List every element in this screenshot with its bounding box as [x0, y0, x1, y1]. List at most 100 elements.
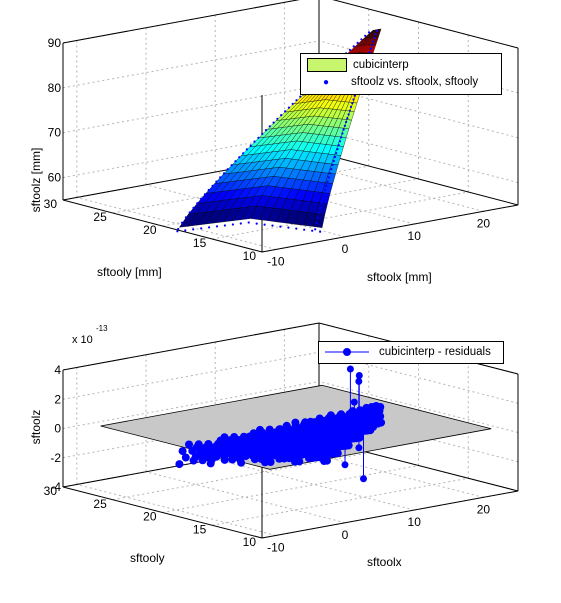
residuals-z-tick-label: -2	[50, 451, 61, 465]
data-point	[347, 113, 350, 116]
surface-back-grid-z	[62, 40, 320, 89]
residual-marker	[360, 475, 367, 483]
data-point	[352, 45, 355, 48]
surface-y-axis-label: sftooly [mm]	[97, 265, 162, 279]
surface-z-tick-label: 90	[48, 36, 62, 50]
legend-entry-residuals: cubicinterp - residuals	[319, 343, 491, 361]
surface-back-grid-z	[62, 0, 300, 44]
data-point	[346, 117, 349, 120]
data-point	[353, 94, 356, 97]
residual-marker	[227, 445, 235, 454]
data-point	[320, 202, 323, 205]
data-point	[329, 172, 332, 175]
data-point	[223, 224, 226, 227]
residual-marker	[281, 438, 290, 447]
legend-label-surface: cubicinterp	[353, 59, 409, 71]
residual-stem-icon	[325, 348, 369, 356]
data-point	[284, 110, 287, 113]
residuals-floor-grid-y	[212, 477, 469, 526]
data-point	[238, 156, 241, 159]
data-point	[299, 95, 302, 98]
data-point	[268, 125, 271, 128]
surface-y-tick-label: 25	[93, 210, 107, 224]
data-point	[360, 38, 363, 41]
residual-marker	[355, 372, 363, 379]
residual-marker	[204, 440, 213, 448]
surface-z-tick-label: 60	[48, 171, 62, 185]
data-point	[200, 227, 203, 230]
residual-marker	[249, 432, 258, 441]
surface-back-grid-z	[62, 85, 320, 134]
data-point	[356, 41, 359, 45]
data-point	[319, 206, 322, 210]
data-point	[192, 206, 195, 209]
data-point	[303, 228, 306, 231]
residual-marker	[175, 460, 184, 469]
residual-marker	[323, 456, 331, 465]
data-point	[311, 229, 314, 232]
surface-z-tick-label: 80	[48, 81, 62, 95]
residual-marker	[239, 432, 248, 441]
surface-x-tick-label: 0	[342, 242, 349, 256]
residuals-y-tick-label: 25	[93, 497, 107, 511]
residual-marker	[341, 461, 349, 469]
data-point	[264, 129, 268, 132]
residuals-box-edge	[261, 490, 519, 539]
data-point	[239, 222, 242, 225]
residual-marker	[294, 424, 303, 433]
residual-marker	[285, 425, 293, 434]
surface-x-tick-label: 10	[408, 229, 422, 243]
data-point	[315, 221, 318, 225]
point-marker-icon: ●	[322, 76, 330, 88]
residual-marker	[346, 365, 354, 373]
residual-marker	[185, 440, 193, 449]
residuals-y-tick-label: 20	[143, 510, 157, 524]
data-point	[331, 163, 334, 167]
surface-x-tick-label: -10	[267, 254, 285, 268]
data-point	[316, 216, 319, 219]
data-point	[324, 189, 327, 192]
legend-label-residuals: cubicinterp - residuals	[379, 346, 491, 358]
residuals-y-tick-label: 30	[44, 484, 58, 498]
surface-swatch-icon	[307, 58, 347, 72]
data-point	[222, 172, 226, 175]
residuals-z-tick-label: -4	[50, 480, 61, 494]
data-point	[368, 51, 371, 54]
surface-z-axis-label: sftoolz [mm]	[29, 148, 43, 213]
data-point	[255, 222, 258, 225]
residuals-x-tick-label: 20	[477, 502, 491, 516]
data-point	[341, 132, 344, 135]
data-point	[271, 224, 274, 227]
data-point	[184, 216, 187, 219]
residual-marker	[217, 446, 226, 455]
data-point	[188, 211, 191, 214]
data-point	[247, 221, 250, 224]
data-point	[207, 188, 210, 192]
surface-floor-grid-x	[145, 184, 346, 238]
residual-marker	[259, 432, 268, 441]
exponent-label: x 10	[72, 334, 93, 346]
residuals-y-tick-label: 15	[193, 522, 207, 536]
residual-marker	[181, 453, 190, 462]
data-point	[219, 176, 222, 179]
data-point	[367, 31, 371, 34]
data-point	[325, 184, 328, 187]
residuals-side-grid-z	[318, 381, 519, 433]
residual-marker	[297, 431, 306, 440]
residuals-floor-grid-x	[145, 471, 346, 524]
data-point	[177, 227, 180, 231]
residual-marker	[355, 444, 363, 452]
data-point	[295, 99, 298, 102]
residual-marker	[377, 418, 386, 427]
data-point	[280, 114, 283, 117]
data-point	[279, 225, 282, 228]
surface-legend: cubicinterp ● sftoolz vs. sftoolx, sftoo…	[300, 53, 502, 95]
residual-marker	[214, 439, 223, 448]
residuals-x-tick-label: 0	[342, 528, 349, 542]
surface-z-tick-label: 70	[48, 126, 62, 140]
data-point	[343, 124, 346, 127]
data-point	[263, 223, 266, 226]
residual-marker	[272, 438, 281, 447]
